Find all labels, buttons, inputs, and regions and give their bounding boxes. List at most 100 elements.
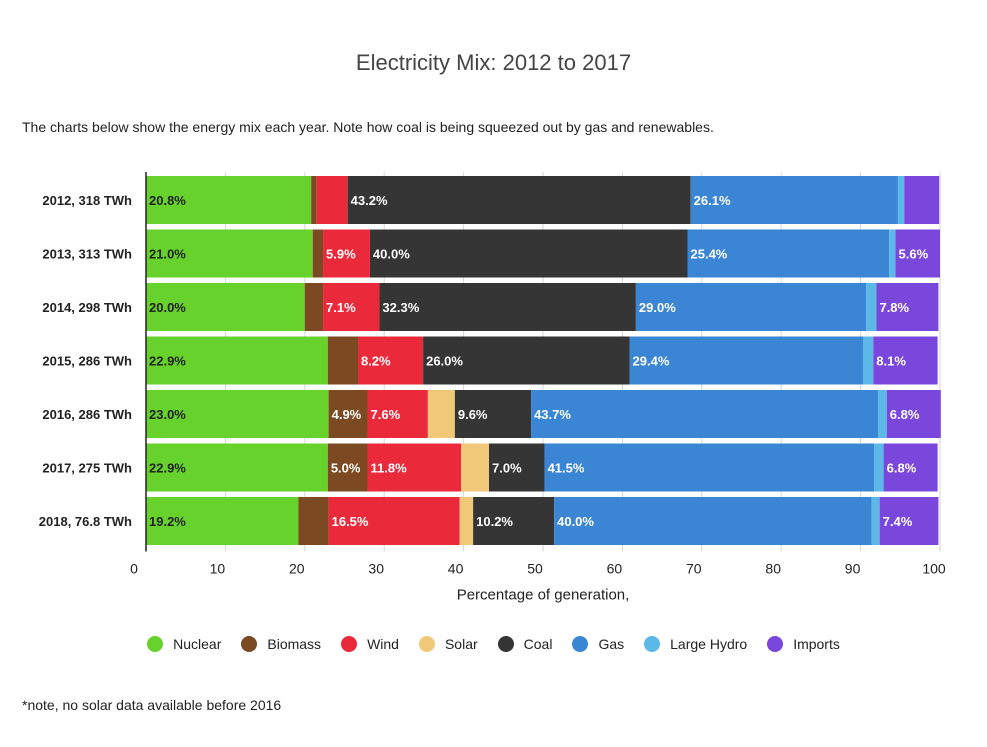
category-label: 2013, 313 TWh (42, 247, 132, 262)
bar-segment-gas (635, 283, 867, 331)
bar-segment-solar (459, 497, 474, 545)
bar-segment-nuclear (146, 390, 329, 438)
data-label: 29.4% (633, 354, 670, 369)
data-label: 20.0% (149, 300, 186, 315)
bar-segment-biomass (311, 176, 317, 224)
data-label: 7.6% (371, 407, 401, 422)
bar-segment-solar (427, 390, 455, 438)
data-label: 5.6% (899, 247, 929, 262)
data-label: 11.8% (371, 461, 408, 476)
bar-segment-coal (423, 336, 630, 385)
bar-segment-coal (489, 443, 545, 492)
legend-swatch (418, 636, 435, 652)
bar-segment-coal (454, 390, 532, 438)
x-tick-label: 80 (765, 561, 781, 577)
legend-label: Wind (367, 636, 399, 652)
legend-swatch (341, 636, 358, 652)
bars (146, 176, 941, 545)
bar-segment-biomass (328, 390, 368, 438)
bar-segment-wind (367, 443, 462, 492)
data-label: 8.2% (361, 354, 391, 369)
data-label: 8.1% (876, 354, 906, 369)
bar-segment-biomass (304, 283, 324, 331)
x-tick-label: 10 (210, 561, 226, 577)
bar-segment-imports (879, 497, 939, 545)
data-label: 6.8% (890, 407, 920, 422)
bar-segment-nuclear (146, 229, 313, 278)
data-label: 25.4% (691, 247, 728, 262)
bar-labels: 20.8% 43.2% 26.1% 21.0% 5.9% 40.0% 25.4% 5.6% 20… (149, 193, 929, 529)
legend-label: Large Hydro (670, 636, 748, 652)
bar-segment-imports (873, 336, 938, 385)
bar-segment-gas (554, 497, 872, 545)
legend-swatch (147, 636, 164, 652)
bar-segment-nuclear (146, 443, 328, 492)
data-label: 22.9% (149, 461, 186, 476)
data-label: 26.1% (694, 193, 731, 208)
bar-segment-wind (323, 283, 380, 331)
legend-swatch (241, 636, 258, 652)
bar-segment-solar (461, 443, 490, 492)
bar-segment-gas (690, 176, 898, 224)
legend-swatch (572, 636, 589, 652)
data-label: 40.0% (557, 514, 594, 529)
bar-segment-large-hydro (866, 283, 877, 331)
bar-segment-imports (904, 176, 940, 224)
data-label: 7.1% (326, 300, 356, 315)
bar-segment-biomass (312, 229, 324, 278)
bar-segment-imports (876, 283, 939, 331)
bar-segment-wind (357, 336, 424, 385)
bar-segment-large-hydro (874, 443, 884, 492)
x-tick-label: 60 (607, 561, 623, 577)
bar-segment-wind (316, 176, 348, 224)
bar-segment-coal (347, 176, 691, 224)
bar-segment-wind (323, 229, 370, 278)
data-label: 40.0% (373, 247, 410, 262)
chart-subtitle: The charts below show the energy mix eac… (22, 119, 714, 135)
category-label: 2012, 318 TWh (42, 193, 132, 208)
x-tick-label: 100 (922, 561, 946, 577)
data-label: 23.0% (149, 407, 186, 422)
x-tick-label: 20 (289, 561, 305, 577)
legend-label: Biomass (267, 636, 322, 652)
x-axis-title: Percentage of generation, (457, 587, 630, 604)
footnote: *note, no solar data available before 20… (22, 697, 282, 713)
legend-label: Solar (444, 636, 478, 652)
legend-item-nuclear: Nuclear (147, 636, 221, 652)
legend-item-wind: Wind (341, 636, 399, 652)
x-tick-label: 40 (448, 561, 464, 577)
bar-segment-large-hydro (862, 336, 874, 385)
data-label: 10.2% (476, 514, 513, 529)
x-tick-label: 70 (686, 561, 702, 577)
bar-segment-nuclear (146, 283, 305, 331)
data-label: 9.6% (458, 407, 488, 422)
legend-item-gas: Gas (572, 636, 624, 652)
stacked-bar-chart: 20.8% 43.2% 26.1% 21.0% 5.9% 40.0% 25.4% 5.6% 20… (39, 172, 946, 604)
bar-segment-large-hydro (897, 176, 905, 224)
data-label: 7.4% (883, 514, 913, 529)
legend-label: Nuclear (173, 636, 222, 652)
data-label: 43.2% (351, 193, 388, 208)
bar-segment-gas (687, 229, 890, 278)
category-label: 2018, 76.8 TWh (39, 514, 132, 529)
category-label: 2014, 298 TWh (42, 300, 132, 315)
category-label: 2015, 286 TWh (42, 354, 132, 369)
data-label: 26.0% (426, 354, 463, 369)
chart-title: Electricity Mix: 2012 to 2017 (355, 50, 632, 75)
bar-segment-coal (379, 283, 636, 331)
data-label: 29.0% (639, 300, 676, 315)
x-tick-label: 50 (527, 561, 543, 577)
bar-segment-nuclear (146, 176, 312, 224)
data-label: 19.2% (149, 514, 186, 529)
legend-item-large-hydro: Large Hydro (644, 636, 747, 652)
legend-label: Coal (523, 636, 553, 652)
bar-segment-coal (369, 229, 688, 278)
bar-segment-large-hydro (878, 390, 887, 438)
data-label: 6.8% (887, 461, 917, 476)
data-label: 5.9% (326, 247, 356, 262)
bar-segment-coal (473, 497, 555, 545)
bar-segment-large-hydro (889, 229, 896, 278)
bar-segment-biomass (327, 336, 358, 385)
data-label: 7.0% (492, 461, 522, 476)
data-label: 32.3% (382, 300, 419, 315)
